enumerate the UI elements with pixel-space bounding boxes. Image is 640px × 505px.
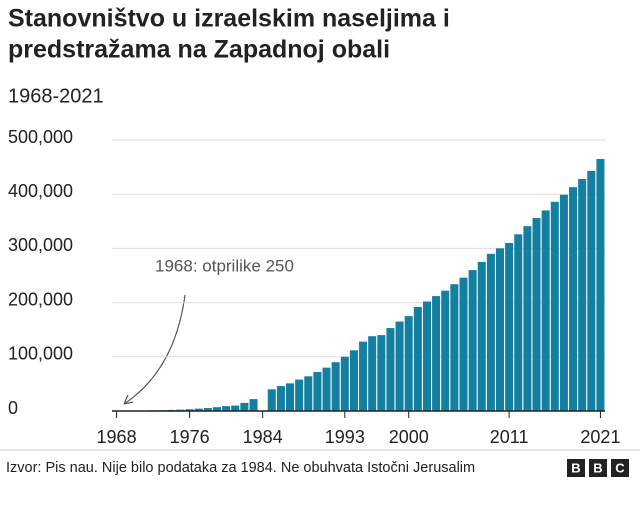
y-tick-label: 0 [8, 398, 18, 418]
chart-title: Stanovništvo u izraelskim naseljima i [8, 5, 450, 33]
bar [240, 403, 248, 411]
bar [368, 336, 376, 411]
bar [469, 270, 477, 411]
chart-title: predstražama na Zapadnoj obali [8, 36, 390, 64]
bar [249, 399, 257, 411]
bar [405, 316, 413, 411]
logo-letter: C [615, 460, 625, 475]
bar [432, 296, 440, 411]
bar [551, 202, 559, 411]
x-tick-label: 2011 [490, 427, 529, 447]
bar [569, 187, 577, 411]
bar [277, 386, 285, 411]
bar [514, 234, 522, 411]
x-tick-label: 1993 [325, 427, 365, 447]
bar [414, 307, 422, 411]
annotation-arrow [124, 295, 185, 404]
x-tick-label: 1976 [170, 427, 210, 447]
x-tick-label: 1984 [243, 427, 283, 447]
bar [496, 248, 504, 411]
bar [423, 302, 431, 411]
bar [533, 218, 541, 411]
bar [596, 159, 604, 411]
bar [441, 291, 449, 411]
bar [341, 357, 349, 411]
x-tick-label: 1968 [97, 427, 137, 447]
y-tick-label: 300,000 [8, 235, 73, 255]
bar [560, 195, 568, 411]
bar [350, 350, 358, 411]
bar [295, 380, 303, 411]
bar [587, 171, 595, 411]
bar [313, 372, 321, 411]
bar [542, 210, 550, 411]
bar [450, 284, 458, 411]
bar [396, 322, 404, 411]
bar [286, 383, 294, 411]
source: Izvor: Pis nau. Nije bilo podataka za 19… [6, 460, 475, 476]
bar [523, 226, 531, 411]
y-tick-label: 200,000 [8, 289, 73, 309]
chart-subtitle: 1968-2021 [8, 85, 104, 107]
bar [386, 328, 394, 411]
bar [323, 368, 331, 411]
bar [459, 278, 467, 411]
bar [578, 179, 586, 411]
x-tick-label: 2000 [389, 427, 429, 447]
bar [268, 389, 276, 411]
logo-letter: B [593, 460, 602, 475]
y-tick-label: 400,000 [8, 181, 73, 201]
logo-letter: B [571, 460, 580, 475]
y-tick-label: 500,000 [8, 127, 73, 147]
y-tick-label: 100,000 [8, 344, 73, 364]
x-tick-label: 2021 [580, 427, 620, 447]
annotation: 1968: otprilike 250 [155, 256, 294, 275]
bar [231, 406, 239, 411]
bar [332, 362, 340, 411]
bar [505, 243, 513, 411]
bar [377, 335, 385, 411]
bar [478, 262, 486, 411]
logo: B B C [567, 459, 629, 477]
bar [304, 376, 312, 411]
bar [359, 342, 367, 411]
bar [487, 254, 495, 411]
